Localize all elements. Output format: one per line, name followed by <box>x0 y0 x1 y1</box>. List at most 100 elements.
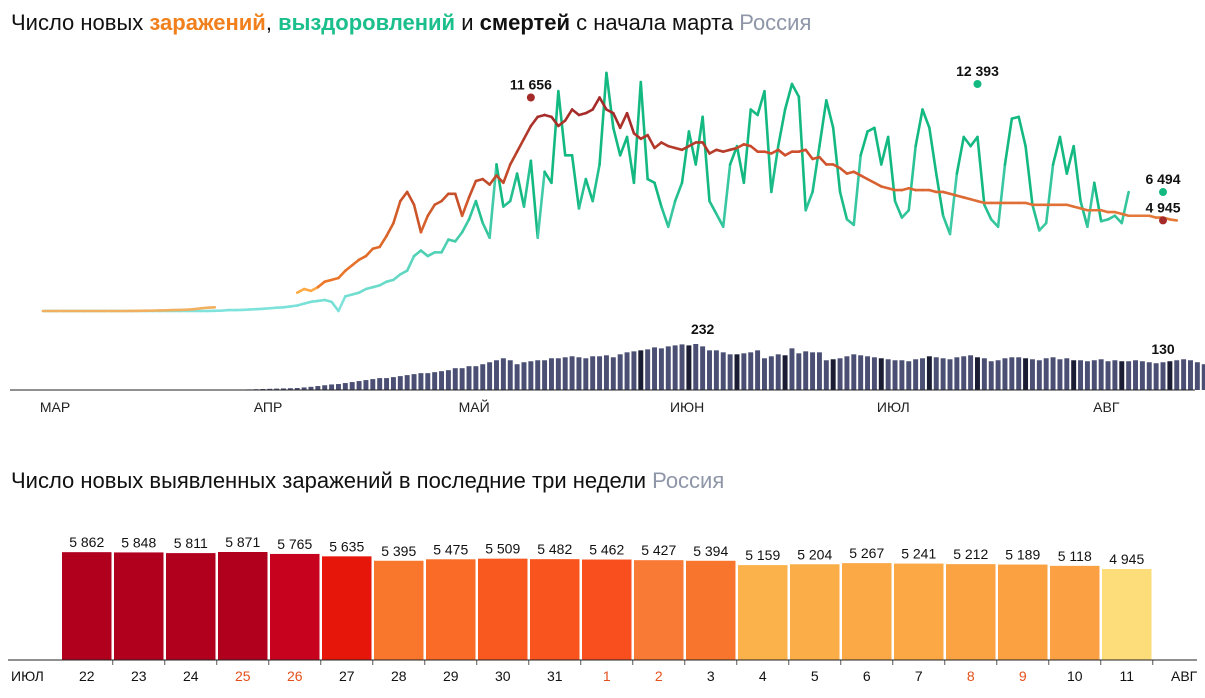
title-deaths: смертей <box>479 10 571 35</box>
recoveries-line-segment <box>1024 144 1034 207</box>
day-label: 9 <box>1019 668 1027 684</box>
day-label: 7 <box>915 668 923 684</box>
deaths-bar <box>1064 358 1070 390</box>
recoveries-line-segment <box>495 163 505 208</box>
recoveries-line-segment <box>412 249 423 258</box>
recoveries-line-segment <box>474 199 485 225</box>
deaths-bar <box>411 374 417 390</box>
recoveries-line-segment <box>639 80 649 181</box>
infections-line-segment <box>283 296 290 301</box>
annotation-label: 12 393 <box>956 63 999 79</box>
recoveries-line-segment <box>715 212 725 229</box>
recoveries-line-segment <box>763 89 773 194</box>
day-label: 2 <box>655 668 663 684</box>
bar-value-label: 5 482 <box>537 541 572 557</box>
deaths-bar <box>1057 359 1063 390</box>
deaths-bar <box>445 370 451 390</box>
deaths-bar <box>720 352 726 390</box>
deaths-bar <box>858 355 864 390</box>
recoveries-line-segment <box>804 190 814 212</box>
deaths-bar <box>494 360 499 390</box>
recoveries-line-segment <box>879 135 890 166</box>
deaths-bar <box>693 344 699 390</box>
deaths-bar <box>1009 357 1015 390</box>
recoveries-line-segment <box>859 130 869 157</box>
recoveries-line-segment <box>1072 144 1082 203</box>
recoveries-line-segment <box>405 254 416 273</box>
deaths-bar <box>995 360 1001 390</box>
deaths-bar <box>1112 360 1118 390</box>
deaths-bar <box>830 359 836 390</box>
title-infections: заражений <box>149 10 266 35</box>
deaths-bar <box>816 352 822 390</box>
infections-line-segment <box>557 119 567 128</box>
infections-line-segment <box>453 192 464 218</box>
recoveries-line-segment <box>749 108 759 117</box>
deaths-bar <box>363 380 369 390</box>
deaths-bar <box>1098 359 1104 390</box>
recoveries-line-segment <box>996 163 1007 229</box>
day-label: 22 <box>79 668 95 684</box>
recoveries-line-segment <box>1065 144 1075 175</box>
recoveries-line-segment <box>680 130 691 185</box>
deaths-bar <box>281 388 286 390</box>
recoveries-line-segment <box>928 126 938 175</box>
deaths-bar <box>329 384 335 390</box>
infections-line-segment <box>838 166 849 175</box>
deaths-bar <box>638 350 644 390</box>
infections-line-segment <box>385 221 395 238</box>
deaths-bar <box>768 356 774 390</box>
deaths-bar <box>274 388 280 390</box>
recoveries-line-segment <box>955 135 966 175</box>
infections-line-segment <box>249 301 256 302</box>
bar-value-label: 5 427 <box>641 542 676 558</box>
recoveries-line-segment <box>708 199 718 216</box>
bar-value-label: 5 475 <box>433 541 468 557</box>
day-label: 27 <box>339 668 355 684</box>
infections-line-segment <box>481 177 491 186</box>
recoveries-line-segment <box>337 295 347 313</box>
day-bar <box>634 560 684 660</box>
deaths-bar <box>707 350 712 390</box>
deaths-bar <box>480 364 486 390</box>
day-label: 26 <box>287 668 303 684</box>
recoveries-line-segment <box>701 115 711 203</box>
bar-value-label: 5 159 <box>745 547 780 563</box>
day-bar <box>842 563 892 660</box>
infections-line-segment <box>242 303 249 304</box>
deaths-bar <box>466 366 472 390</box>
recoveries-line-segment <box>1120 190 1130 225</box>
bar-value-label: 5 395 <box>381 543 416 559</box>
day-label: 31 <box>547 668 563 684</box>
deaths-bar <box>885 359 891 390</box>
deaths-bar <box>473 366 479 390</box>
deaths-bar <box>1153 363 1159 390</box>
deaths-bar <box>796 353 802 390</box>
infections-line-segment <box>270 298 277 303</box>
day-label: 3 <box>707 668 715 684</box>
infections-line-segment <box>502 163 512 185</box>
deaths-bar <box>652 347 658 390</box>
bar-value-label: 5 267 <box>849 545 884 561</box>
deaths-bar <box>775 354 781 390</box>
recoveries-line-segment <box>756 89 766 117</box>
deaths-bar <box>521 362 527 390</box>
deaths-bar <box>617 354 623 390</box>
infections-line-segment <box>263 300 270 304</box>
recoveries-line-segment <box>825 99 835 130</box>
bar-value-label: 5 204 <box>797 546 832 562</box>
infections-line-segment <box>405 190 416 207</box>
deaths-bar <box>1071 360 1077 390</box>
deaths-bar <box>1084 361 1090 390</box>
day-label: 1 <box>603 668 611 684</box>
deaths-bar <box>624 352 630 390</box>
day-label: 8 <box>967 668 975 684</box>
deaths-bar <box>562 357 568 390</box>
deaths-bar <box>404 375 410 390</box>
day-label: 29 <box>443 668 459 684</box>
deaths-bar <box>1016 357 1022 390</box>
recoveries-line-segment <box>1079 199 1089 229</box>
recoveries-line-segment <box>1113 214 1124 225</box>
deaths-bar <box>713 350 719 390</box>
